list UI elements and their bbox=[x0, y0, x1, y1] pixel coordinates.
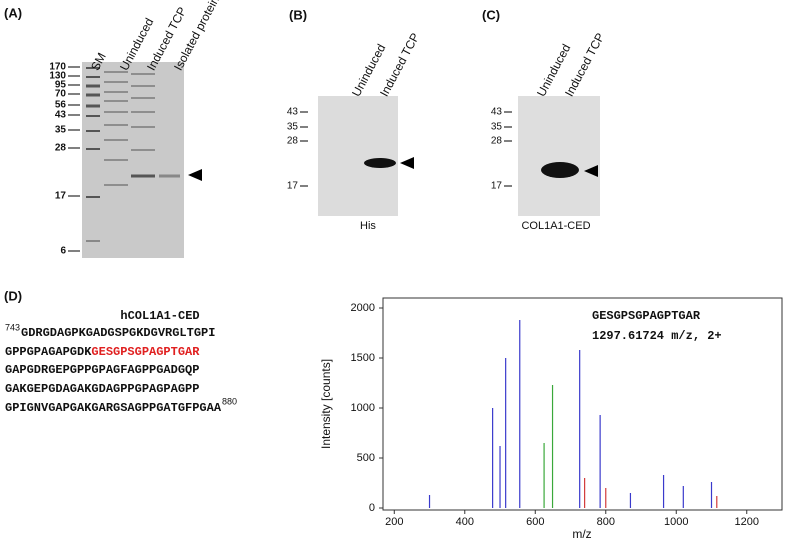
y-tick-label: 500 bbox=[357, 452, 375, 464]
y-tick-label: 0 bbox=[369, 502, 375, 514]
blot bbox=[518, 96, 600, 216]
blot bbox=[318, 96, 398, 216]
gel-bands bbox=[86, 67, 180, 242]
mw-marker: 70 bbox=[55, 89, 67, 100]
caption: His bbox=[360, 220, 376, 232]
sequence-line: GPIGNVGAPGAKGARGSAGPPGATGFPGAA bbox=[5, 401, 222, 415]
x-tick-label: 400 bbox=[456, 516, 474, 528]
mw-marker: 43 bbox=[491, 107, 503, 118]
plot-frame bbox=[382, 297, 783, 511]
mw-marker: 28 bbox=[55, 143, 67, 154]
mw-marker: 35 bbox=[287, 122, 299, 133]
mw-marker: 43 bbox=[287, 107, 299, 118]
mw-marker: 6 bbox=[60, 246, 66, 257]
chart-title: GESGPSGPAGPTGAR bbox=[592, 309, 701, 323]
sequence-line: GDRGDAGPKGADGSPGKDGVRGLTGPI bbox=[21, 326, 215, 340]
sequence-title: hCOL1A1-CED bbox=[120, 309, 199, 323]
mw-marker: 56 bbox=[55, 100, 67, 111]
mw-marker: 28 bbox=[491, 136, 503, 147]
mw-marker: 170 bbox=[49, 62, 66, 73]
mw-marker: 17 bbox=[491, 181, 503, 192]
sequence-part: GPPGPAGAPGDK bbox=[5, 345, 92, 359]
panel-label: (B) bbox=[289, 7, 307, 22]
caption: COL1A1-CED bbox=[521, 220, 590, 232]
panel-label: (D) bbox=[4, 288, 22, 303]
gel bbox=[82, 62, 184, 258]
mw-marker: 35 bbox=[55, 125, 67, 136]
panel-label: (C) bbox=[482, 7, 500, 22]
x-tick-label: 800 bbox=[597, 516, 615, 528]
x-tick-label: 200 bbox=[385, 516, 403, 528]
mw-marker: 95 bbox=[55, 80, 67, 91]
mw-marker: 17 bbox=[55, 191, 67, 202]
y-axis-label: Intensity [counts] bbox=[319, 359, 333, 449]
sequence-line: GPPGPAGAPGDKGESGPSGPAGPTGAR bbox=[5, 345, 200, 359]
highlight: GESGPSGPAGPTGAR bbox=[91, 345, 200, 359]
x-axis-label: m/z bbox=[572, 527, 591, 541]
mw-marker: 35 bbox=[491, 122, 503, 133]
end-index: 880 bbox=[222, 396, 237, 406]
chart-subtitle: 1297.61724 m/z, 2+ bbox=[592, 329, 722, 343]
blot-band bbox=[541, 162, 579, 178]
blot-band bbox=[364, 158, 396, 168]
y-tick-label: 2000 bbox=[351, 302, 375, 314]
y-tick-label: 1500 bbox=[351, 352, 375, 364]
start-index: 743 bbox=[5, 322, 20, 332]
lane-label: Induced TCP bbox=[562, 31, 607, 99]
sequence-line: GAKGEPGDAGAKGDAGPPGPAGPAGPP bbox=[5, 382, 199, 396]
lane-label: Induced TCP bbox=[377, 31, 422, 99]
arrowhead bbox=[584, 165, 598, 177]
arrowhead bbox=[400, 157, 414, 169]
panel-label: (A) bbox=[4, 5, 22, 20]
x-tick-label: 1000 bbox=[664, 516, 688, 528]
mw-marker: 43 bbox=[55, 110, 67, 121]
mw-marker: 130 bbox=[49, 71, 66, 82]
x-tick-label: 600 bbox=[526, 516, 544, 528]
mw-marker: 17 bbox=[287, 181, 299, 192]
x-tick-label: 1200 bbox=[735, 516, 759, 528]
arrowhead bbox=[188, 169, 202, 181]
y-tick-label: 1000 bbox=[351, 402, 375, 414]
sequence-line: GAPGDRGEPGPPGPAGFAGPPGADGQP bbox=[5, 363, 199, 377]
mw-marker: 28 bbox=[287, 136, 299, 147]
